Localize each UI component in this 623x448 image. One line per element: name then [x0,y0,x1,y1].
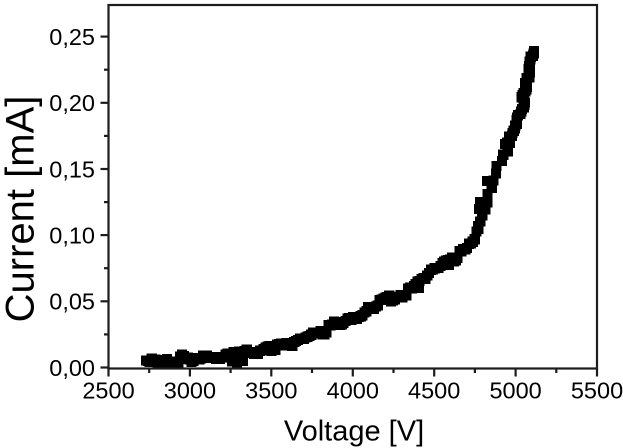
svg-text:3000: 3000 [164,378,216,404]
svg-text:Voltage [V]: Voltage [V] [284,416,424,448]
svg-text:0,05: 0,05 [49,289,95,315]
svg-text:0,20: 0,20 [49,90,95,116]
svg-text:0,25: 0,25 [49,24,95,50]
svg-text:5000: 5000 [489,378,541,404]
svg-text:4000: 4000 [327,378,379,404]
svg-text:0,00: 0,00 [49,355,95,381]
svg-text:0,10: 0,10 [49,222,95,248]
svg-text:3500: 3500 [245,378,297,404]
svg-text:Current [mA]: Current [mA] [0,96,43,323]
svg-text:0,15: 0,15 [49,156,95,182]
svg-text:5500: 5500 [571,378,623,404]
svg-text:2500: 2500 [82,378,134,404]
svg-text:4500: 4500 [408,378,460,404]
